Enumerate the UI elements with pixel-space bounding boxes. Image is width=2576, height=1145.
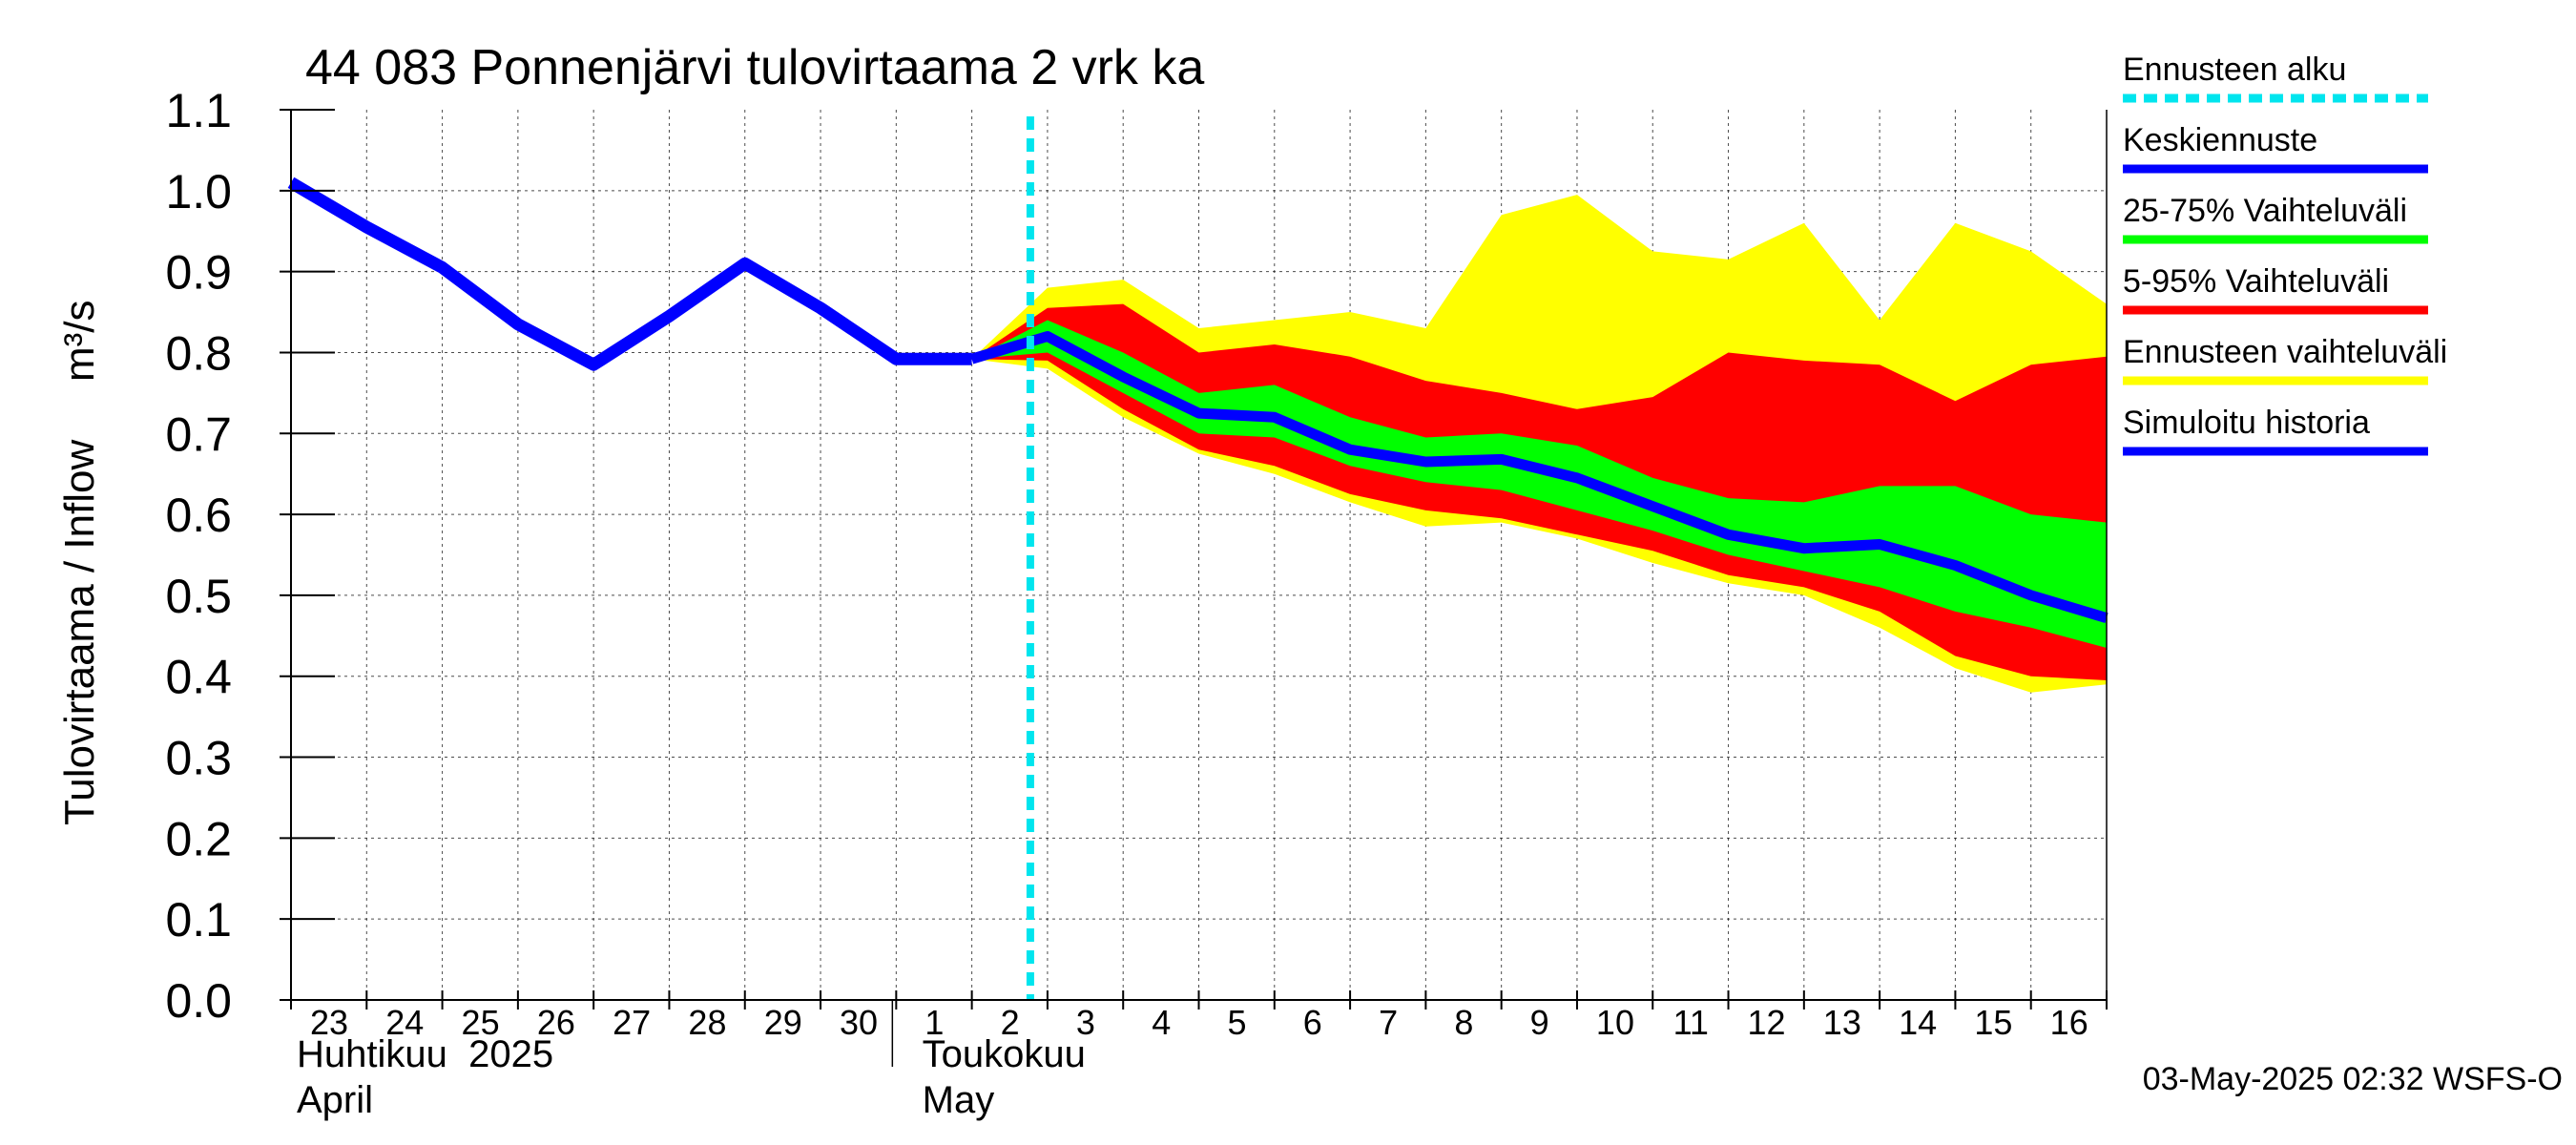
- y-tick-label: 0.6: [165, 489, 232, 542]
- legend: Ennusteen alku Keskiennuste 25-75% Vaihtel…: [2123, 52, 2447, 456]
- x-tick-label: 7: [1379, 1003, 1398, 1042]
- y-tick-label: 0.3: [165, 732, 232, 785]
- x-tick-label: 30: [840, 1003, 878, 1042]
- x-tick-label: 23: [310, 1003, 348, 1042]
- x-tick-label: 2: [1001, 1003, 1020, 1042]
- x-tick-label: 4: [1152, 1003, 1171, 1042]
- y-tick-label: 0.2: [165, 812, 232, 865]
- y-tick-label: 0.4: [165, 651, 232, 704]
- y-tick-label: 0.7: [165, 407, 232, 461]
- x-tick-label: 14: [1899, 1003, 1937, 1042]
- y-tick-label: 0.0: [165, 974, 232, 1028]
- legend-label: 25-75% Vaihteluväli: [2123, 193, 2407, 229]
- y-tick-label: 1.0: [165, 165, 232, 219]
- x-tick-label: 8: [1454, 1003, 1473, 1042]
- band-25-75-vaihteluv-li: [971, 320, 2107, 648]
- x-tick-label: 26: [537, 1003, 575, 1042]
- x-tick-label: 27: [613, 1003, 651, 1042]
- y-tick-labels: 0.0 0.1 0.2 0.3 0.4 0.5 0.6 0.7 0.8 0.9 1.0 1.1: [165, 84, 335, 1028]
- month-label-fi: Toukokuu: [923, 1033, 1086, 1075]
- legend-label: 5-95% Vaihteluväli: [2123, 263, 2389, 300]
- median-forecast-line: [970, 331, 2109, 623]
- x-tick-label: 15: [1974, 1003, 2012, 1042]
- month-label-en: April: [297, 1079, 373, 1121]
- legend-label: Ennusteen alku: [2123, 52, 2346, 88]
- x-tick-label: 24: [385, 1003, 424, 1042]
- x-tick-labels: 23 24 25 26 27 28 29 30 1 2 3 4 5 6 7 8 9 10 11 12 13 14 15 16: [290, 990, 2108, 1042]
- y-tick-label: 0.9: [165, 246, 232, 300]
- y-tick-label: 1.1: [165, 84, 232, 137]
- x-tick-label: 29: [764, 1003, 802, 1042]
- x-tick-label: 1: [924, 1003, 944, 1042]
- y-tick-label: 0.8: [165, 326, 232, 380]
- x-tick-label: 11: [1673, 1003, 1709, 1042]
- x-tick-label: 13: [1823, 1003, 1861, 1042]
- history-line: [287, 177, 972, 371]
- x-tick-label: 3: [1076, 1003, 1095, 1042]
- uncertainty-bands: [971, 195, 2107, 693]
- month-label-en: May: [923, 1079, 995, 1121]
- y-axis-label: Tulovirtaama / Inflow: [56, 439, 103, 825]
- x-tick-label: 12: [1748, 1003, 1786, 1042]
- y-axis-unit: m³/s: [56, 300, 103, 382]
- chart-title: 44 083 Ponnenjärvi tulovirtaama 2 vrk ka: [305, 40, 1204, 95]
- month-label-fi: Huhtikuu 2025: [297, 1033, 553, 1075]
- x-tick-label: 16: [2050, 1003, 2088, 1042]
- y-tick-label: 0.1: [165, 893, 232, 947]
- x-tick-label: 10: [1596, 1003, 1634, 1042]
- legend-label: Simuloitu historia: [2123, 405, 2370, 441]
- x-tick-label: 28: [688, 1003, 726, 1042]
- timestamp: 03-May-2025 02:32 WSFS-O: [2143, 1061, 2563, 1097]
- x-tick-label: 9: [1530, 1003, 1549, 1042]
- y-tick-label: 0.5: [165, 570, 232, 623]
- x-tick-label: 5: [1227, 1003, 1246, 1042]
- series-lines: [287, 116, 2109, 1000]
- x-tick-label: 6: [1303, 1003, 1322, 1042]
- x-tick-label: 25: [462, 1003, 500, 1042]
- legend-label: Ennusteen vaihteluväli: [2123, 334, 2447, 370]
- legend-label: Keskiennuste: [2123, 122, 2317, 158]
